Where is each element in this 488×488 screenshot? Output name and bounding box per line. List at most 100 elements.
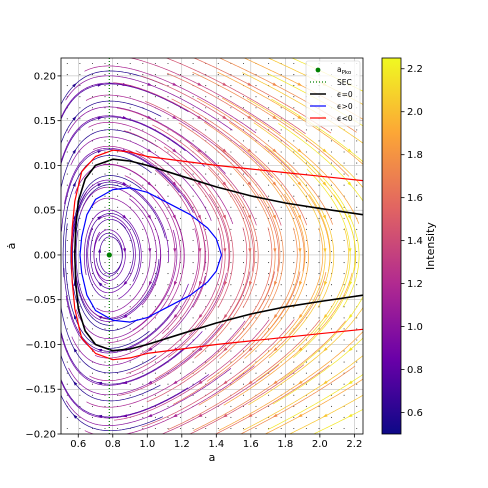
plot-frame <box>60 57 364 435</box>
streamline-arrow <box>272 148 277 153</box>
field-dot <box>343 427 345 430</box>
field-dot <box>91 250 94 253</box>
field-dot <box>79 62 81 65</box>
streamline-arrow <box>198 314 203 319</box>
field-dot <box>230 228 232 230</box>
field-dot <box>129 62 131 65</box>
streamline-arrow <box>172 214 176 220</box>
streamline-arrow <box>173 248 177 254</box>
field-dot <box>330 151 333 153</box>
field-dot <box>104 217 106 219</box>
field-dot <box>318 295 320 297</box>
field-dot <box>167 394 169 396</box>
field-dot <box>242 262 245 264</box>
field-dot <box>129 350 131 352</box>
streamline <box>248 306 363 406</box>
field-dot <box>318 151 320 153</box>
field-dot <box>255 328 257 330</box>
field-dot <box>154 118 156 120</box>
field-dot <box>293 74 295 76</box>
field-dot <box>268 107 270 109</box>
field-dot <box>356 339 358 341</box>
field-dot <box>318 383 320 385</box>
field-dot <box>343 239 345 242</box>
field-dot <box>343 339 345 341</box>
field-dot <box>205 372 207 374</box>
field-dot <box>205 284 207 286</box>
streamline-arrow <box>222 413 228 418</box>
field-dot <box>66 239 68 242</box>
field-dot <box>179 295 182 297</box>
streamline-arrow <box>297 413 303 418</box>
field-dot <box>280 140 282 142</box>
field-dot <box>242 361 245 363</box>
streamline-arrow <box>247 181 252 187</box>
field-dot <box>268 394 270 396</box>
field-dot <box>305 195 307 197</box>
field-dot <box>205 96 207 98</box>
field-dot <box>217 74 219 76</box>
field-dot <box>192 394 194 396</box>
field-dot <box>66 394 68 396</box>
field-dot <box>91 162 94 164</box>
y-axis-label: ȧ <box>5 243 18 250</box>
x-tick-label-5: 1.6 <box>243 439 259 450</box>
field-dot <box>318 162 320 164</box>
field-dot <box>305 295 307 297</box>
field-dot <box>66 361 68 363</box>
field-dot <box>179 416 182 418</box>
field-dot <box>154 206 156 208</box>
field-dot <box>192 195 194 197</box>
streamline-arrow <box>272 82 278 87</box>
field-dot <box>293 361 295 363</box>
streamline-arrow <box>273 314 278 319</box>
field-dot <box>192 383 194 385</box>
field-dot <box>167 228 169 230</box>
field-dot <box>255 151 257 153</box>
field-dot <box>179 306 182 308</box>
field-dot <box>117 273 119 275</box>
field-dot <box>255 217 257 219</box>
field-dot <box>293 162 295 164</box>
field-dot <box>154 250 156 253</box>
field-dot <box>142 427 144 430</box>
field-dot <box>192 361 194 363</box>
x-tick-label-7: 2.0 <box>312 439 328 450</box>
field-dot <box>104 273 106 275</box>
streamline-arrow <box>174 281 178 286</box>
field-dot <box>104 405 106 407</box>
streamline-arrow <box>172 181 177 187</box>
field-dot <box>217 250 219 253</box>
field-dot <box>305 372 307 374</box>
field-dot <box>268 383 270 385</box>
field-dot <box>91 74 94 76</box>
field-dot <box>305 328 307 330</box>
field-dot <box>179 85 182 87</box>
field-dot <box>192 295 194 297</box>
field-dot <box>91 96 94 98</box>
streamline-arrow <box>248 347 253 352</box>
field-dot <box>330 383 333 385</box>
field-dot <box>230 416 232 418</box>
field-dot <box>242 74 245 76</box>
streamline-arrow <box>147 347 153 352</box>
field-dot <box>242 284 245 286</box>
field-dot <box>280 427 282 430</box>
field-dot <box>255 427 257 430</box>
field-dot <box>66 416 68 418</box>
field-dot <box>167 295 169 297</box>
streamline-arrow <box>272 380 278 385</box>
field-dot <box>142 228 144 230</box>
streamline-arrow <box>347 380 353 385</box>
field-dot <box>318 184 320 186</box>
legend-label-eps-pos: ϵ>0 <box>337 102 353 111</box>
field-dot <box>318 361 320 363</box>
field-dot <box>318 427 320 430</box>
field-dot <box>142 217 144 219</box>
streamline-arrow <box>322 380 328 385</box>
field-dot <box>242 173 245 175</box>
field-dot <box>280 328 282 330</box>
field-dot <box>268 184 270 186</box>
streamline <box>278 123 363 202</box>
field-dot <box>192 250 194 253</box>
